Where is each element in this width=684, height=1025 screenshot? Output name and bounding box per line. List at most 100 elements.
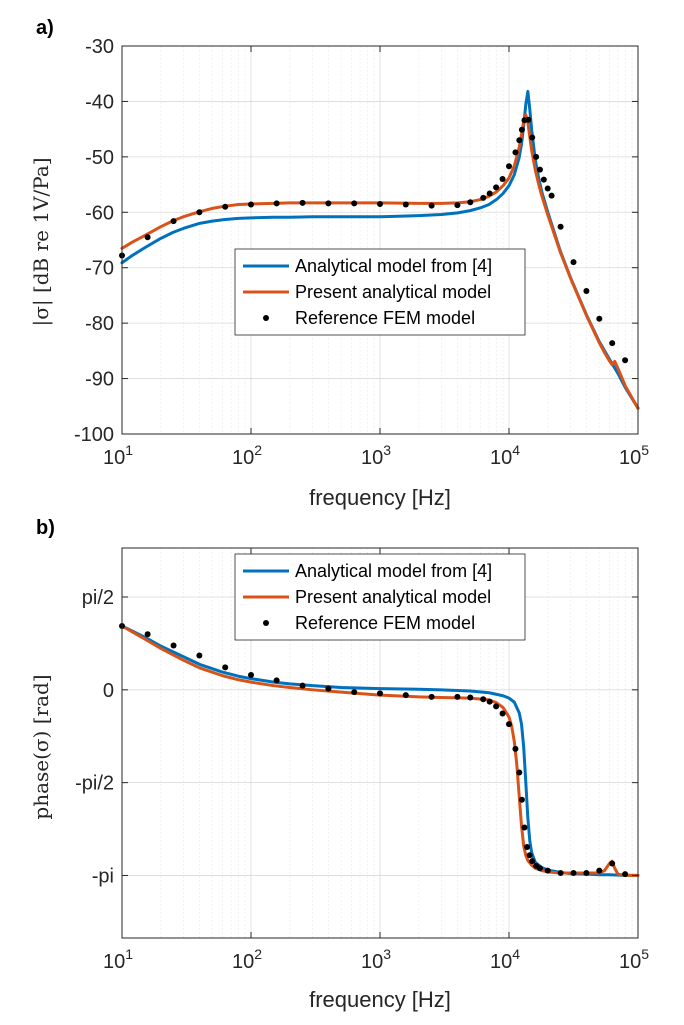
- panel-b-series-2-marker: [518, 796, 525, 803]
- panel-a-series-2-marker: [325, 200, 332, 207]
- panel-b-series-2-marker: [402, 692, 409, 699]
- panel-b-series-2-marker: [325, 685, 332, 692]
- panel-b-series-2-marker: [506, 721, 512, 728]
- panel-b-y-tick-label: pi/2: [82, 587, 114, 609]
- panel-a-series-2-marker: [248, 201, 254, 208]
- panel-a-y-tick-label: -60: [85, 202, 114, 224]
- panel-a-series-2-marker: [506, 163, 512, 170]
- panel-b-phase-chart: b) 101 102 103 104 105 -pi -pi/2 0 pi/2 frequenc…: [29, 517, 649, 1012]
- panel-a-x-tick-label: 105: [619, 442, 649, 469]
- panel-b-series-2-marker: [524, 844, 531, 850]
- panel-b-series-2-marker: [493, 703, 500, 710]
- panel-b-series-2-marker: [248, 672, 254, 679]
- panel-a-legend-label: Present analytical model: [295, 282, 491, 302]
- panel-b-legend: Analytical model from [4] Present analyti…: [234, 553, 526, 641]
- panel-a-legend: Analytical model from [4] Present analyti…: [234, 248, 526, 336]
- panel-a-series-2-marker: [493, 184, 500, 191]
- panel-b-y-tick-label: -pi: [92, 865, 114, 887]
- panel-b-y-axis-label: phase(σ) [rad]: [29, 674, 53, 819]
- panel-b-series-2-marker: [596, 867, 603, 874]
- panel-b-axes: 101 102 103 104 105 -pi -pi/2 0 pi/2: [75, 547, 649, 973]
- panel-b-series-2-marker: [583, 870, 590, 876]
- panel-a-series-2-marker: [570, 259, 577, 266]
- panel-a-x-tick-label: 104: [490, 442, 520, 469]
- panel-b-series-2-marker: [170, 642, 177, 649]
- panel-a-y-tick-label: -90: [85, 369, 114, 391]
- panel-b-series-2-marker: [486, 698, 493, 705]
- panel-a-series-2-marker: [351, 200, 358, 207]
- panel-a-series-2-marker: [609, 340, 616, 347]
- panel-b-series-2-marker: [609, 860, 616, 867]
- panel-a-grid: [121, 45, 639, 435]
- panel-a-y-tick-label: -40: [85, 91, 114, 113]
- panel-a-series-2-marker: [540, 176, 547, 183]
- panel-b-legend-swatch: [263, 620, 269, 626]
- panel-a-series-2-marker: [548, 192, 555, 199]
- panel-b-series-2-marker: [521, 824, 528, 831]
- panel-b-label: b): [36, 517, 55, 539]
- panel-b-y-tick-label: 0: [103, 680, 114, 702]
- panel-a-y-tick-label: -70: [85, 258, 114, 280]
- panel-b-series-2-marker: [467, 694, 474, 701]
- panel-a-series-2-marker: [196, 209, 203, 216]
- panel-b-series-2-marker: [557, 870, 564, 876]
- panel-a-series-2-marker: [533, 153, 540, 160]
- panel-b-series-2-marker: [536, 865, 543, 872]
- panel-b-series-2-marker: [529, 858, 536, 865]
- panel-b-series-2-marker: [622, 871, 629, 878]
- panel-a-series-2-marker: [518, 126, 525, 133]
- panel-a-series-2-marker: [467, 199, 474, 206]
- panel-b-series-2-marker: [144, 631, 151, 638]
- panel-b-legend-label: Present analytical model: [295, 587, 491, 607]
- panel-b-x-tick-label: 105: [619, 946, 649, 973]
- panel-a-series-2-marker: [583, 287, 590, 294]
- panel-a-series-2-marker: [428, 202, 435, 209]
- panel-b-x-tick-label: 103: [361, 946, 391, 973]
- panel-a-series-2-marker: [544, 185, 551, 192]
- panel-b-series-2-marker: [526, 852, 533, 859]
- panel-a-series-2-marker: [486, 190, 493, 197]
- panel-a-y-tick-label: -30: [85, 36, 114, 58]
- panel-a-legend-swatch: [263, 315, 269, 321]
- panel-a-y-tick-label: -50: [85, 147, 114, 169]
- panel-b-x-axis-label: frequency [Hz]: [309, 987, 451, 1012]
- panel-b-series-2-marker: [499, 710, 506, 717]
- panel-b-y-tick-label: -pi/2: [75, 773, 114, 795]
- panel-a-series-2-marker: [536, 166, 543, 173]
- panel-b-series-2-marker: [299, 682, 306, 689]
- panel-a-series-2-marker: [512, 149, 519, 156]
- panel-a-series-2-marker: [516, 137, 523, 144]
- panel-b-series-2-marker: [516, 769, 523, 776]
- panel-a-series-2-marker: [377, 200, 383, 207]
- panel-a-series-2-marker: [170, 218, 177, 225]
- panel-a-legend-label: Reference FEM model: [295, 308, 475, 328]
- panel-b-legend-label: Analytical model from [4]: [295, 561, 492, 581]
- panel-b-series-2-marker: [454, 693, 461, 700]
- panel-b-legend-label: Reference FEM model: [295, 613, 475, 633]
- panel-a-series-2-marker: [273, 200, 280, 207]
- panel-a-series-2-marker: [529, 134, 536, 141]
- panel-b-series-2-marker: [570, 870, 577, 876]
- panel-a-axes: 101 102 103 104 105 -100 -90 -80 -70 -60 -50 -40 -30: [74, 36, 649, 469]
- panel-a-y-tick-label: -100: [74, 424, 114, 446]
- panel-a-series-2-marker: [480, 194, 487, 201]
- panel-a-x-tick-label: 102: [232, 442, 262, 469]
- panel-b-series-2-marker: [222, 664, 229, 671]
- panel-b-series-2-marker: [273, 677, 280, 684]
- panel-b-series-2-marker: [544, 867, 551, 874]
- panel-a-series-2-marker: [144, 234, 151, 241]
- panel-a-series: [119, 89, 640, 410]
- panel-b-x-tick-label: 101: [103, 946, 133, 973]
- panel-a-series-2-marker: [454, 202, 461, 209]
- panel-b-x-tick-label: 104: [490, 946, 520, 973]
- panel-a-series-2-marker: [596, 315, 603, 322]
- panel-b-series: [119, 623, 640, 878]
- panel-a-y-axis-label: |σ| [dB re 1V/Pa]: [29, 157, 54, 326]
- panel-a-legend-label: Analytical model from [4]: [295, 256, 492, 276]
- panel-a-series-2-marker: [299, 199, 306, 206]
- panel-b-series-2-marker: [377, 690, 383, 697]
- panel-b-series-2-marker: [480, 696, 487, 703]
- panel-b-series-2-marker: [428, 693, 435, 700]
- panel-a-series-2-marker: [557, 223, 564, 230]
